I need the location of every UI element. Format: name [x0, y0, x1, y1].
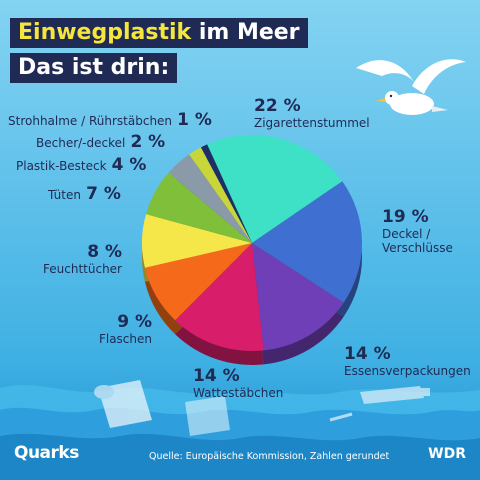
label-essensverpackungen: 14 % Essensverpackungen	[344, 344, 471, 378]
label-deckel: 19 % Deckel / Verschlüsse	[382, 207, 453, 255]
pie-slice-becher-deckel	[189, 147, 252, 243]
label-tueten: Tüten 7 %	[48, 184, 121, 204]
name-feuchttuecher: Feuchttücher	[43, 262, 122, 276]
title-line-2: Das ist drin:	[10, 53, 178, 83]
title-accent: Einwegplastik	[18, 20, 192, 45]
label-feuchttuecher: 8 % Feuchttücher	[30, 242, 122, 276]
name-wattestaebchen: Wattestäbchen	[193, 386, 284, 400]
name-essensverpackungen: Essensverpackungen	[344, 364, 471, 378]
title-line-1: Einwegplastik im Meer	[10, 18, 308, 48]
pie-slice-zigarettenstummel	[207, 135, 343, 243]
pie-slice-wattestäbchen	[175, 243, 264, 352]
pct-flaschen: 9 %	[117, 312, 152, 332]
pct-essensverpackungen: 14 %	[344, 344, 391, 364]
wdr-logo: WDR	[428, 446, 466, 462]
name-becher: Becher/-deckel	[36, 136, 126, 150]
pct-strohhalme: 1 %	[177, 110, 212, 130]
seagull-icon	[356, 59, 466, 115]
pct-feuchttuecher: 8 %	[87, 242, 122, 262]
label-zigarettenstummel: 22 % Zigarettenstummel	[254, 96, 370, 130]
quarks-logo: Quarks	[14, 443, 79, 463]
pie-slice-essensverpackungen	[252, 243, 344, 351]
label-strohhalme: Strohhalme / Rührstäbchen 1 %	[8, 110, 212, 130]
floating-straw-icon	[329, 412, 353, 422]
name-tueten: Tüten	[48, 188, 81, 202]
floating-bag-icon	[185, 396, 230, 436]
pct-wattestaebchen: 14 %	[193, 366, 240, 386]
name-deckel-1: Deckel /	[382, 227, 431, 241]
name-strohhalme: Strohhalme / Rührstäbchen	[8, 114, 173, 128]
pie-slice-flaschen	[144, 243, 252, 321]
floating-cup-icon	[94, 380, 152, 428]
pie-slice-strohhalme-rührstäbchen	[200, 144, 252, 243]
floating-bottle-icon	[360, 386, 430, 404]
pct-tueten: 7 %	[86, 184, 121, 204]
label-flaschen: 9 % Flaschen	[96, 312, 152, 346]
label-plastik-besteck: Plastik-Besteck 4 %	[16, 155, 146, 175]
pct-plastik-besteck: 4 %	[111, 155, 147, 175]
pct-deckel: 19 %	[382, 207, 429, 227]
source-note: Quelle: Europäische Kommission, Zahlen g…	[149, 451, 390, 462]
label-becher: Becher/-deckel 2 %	[36, 132, 165, 152]
pie-slice-plastik-besteck	[168, 154, 252, 243]
pct-becher: 2 %	[130, 132, 166, 152]
pie-slice-deckel-verschlüsse	[252, 181, 363, 303]
name-flaschen: Flaschen	[98, 332, 152, 346]
label-wattestaebchen: 14 % Wattestäbchen	[193, 366, 283, 400]
pct-zigarettenstummel: 22 %	[254, 96, 301, 116]
pie-slice-tüten	[146, 172, 252, 243]
name-zigarettenstummel: Zigarettenstummel	[254, 116, 370, 130]
name-plastik-besteck: Plastik-Besteck	[16, 159, 107, 173]
name-deckel-2: Verschlüsse	[382, 241, 453, 255]
wave-crest	[0, 433, 480, 480]
title-rest: im Meer	[191, 20, 300, 45]
pie-slice-feuchttücher	[141, 214, 252, 268]
